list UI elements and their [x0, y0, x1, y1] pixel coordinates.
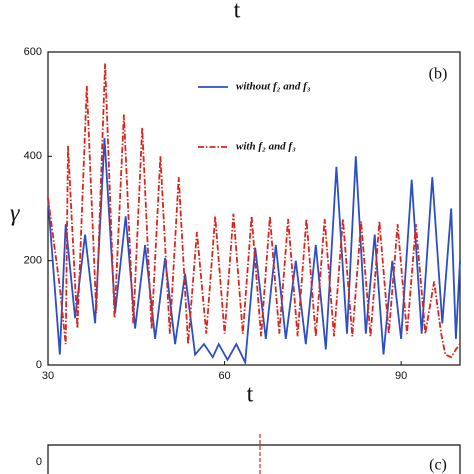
y-tick-label: 400: [24, 150, 42, 162]
y-label: γ: [10, 201, 20, 227]
panel-c-annotation: (c): [429, 457, 447, 474]
panel-c-tick-label: 0: [36, 456, 42, 468]
x-tick-label: 60: [218, 370, 230, 382]
annotation: (b): [429, 66, 448, 83]
y-tick-label: 200: [24, 255, 42, 267]
panel-c-frame: [47, 444, 461, 474]
y-tick-label: 600: [24, 46, 42, 58]
line: [47, 138, 461, 366]
x-label: t: [247, 382, 254, 408]
legend-label: without f₂ and f₃: [236, 81, 311, 93]
x-tick-label: 30: [42, 370, 54, 382]
y-tick-label: 0: [36, 359, 42, 371]
line: [47, 63, 461, 359]
top-label: t: [234, 0, 241, 24]
legend-label: with f₂ and f₃: [236, 141, 296, 153]
x-tick-label: 90: [395, 370, 407, 382]
